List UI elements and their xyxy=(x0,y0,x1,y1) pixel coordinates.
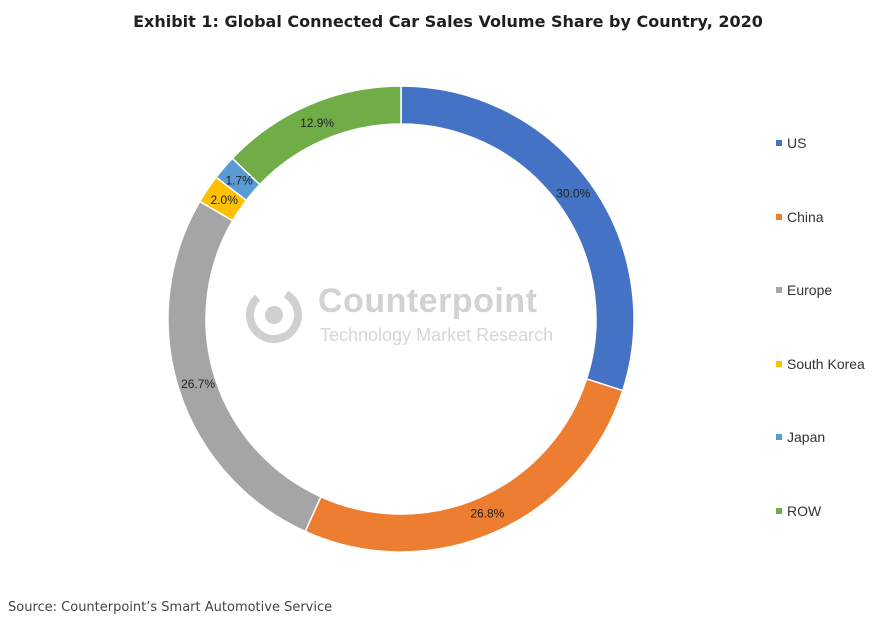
legend-swatch xyxy=(776,507,782,514)
segment-label-europe: 26.7% xyxy=(181,377,215,391)
legend-swatch xyxy=(776,360,782,367)
segment-label-row: 12.9% xyxy=(300,116,334,130)
donut-segments xyxy=(167,85,635,553)
source-note: Source: Counterpoint’s Smart Automotive … xyxy=(8,600,333,615)
chart-title: Exhibit 1: Global Connected Car Sales Vo… xyxy=(133,12,763,31)
legend-label: US xyxy=(787,135,807,151)
legend-swatch xyxy=(776,213,782,220)
segment-label-china: 26.8% xyxy=(470,507,504,521)
legend-swatch xyxy=(776,287,782,293)
segment-label-south-korea: 2.0% xyxy=(211,193,239,207)
watermark-brand: Counterpoint xyxy=(318,282,538,320)
segment-label-japan: 1.7% xyxy=(225,174,253,188)
legend-label: Europe xyxy=(787,282,833,298)
legend-item-south-korea: South Korea xyxy=(776,352,865,376)
legend-label: ROW xyxy=(787,502,822,519)
watermark-tagline: Technology Market Research xyxy=(320,325,554,345)
legend-swatch xyxy=(776,140,782,146)
legend-label: Japan xyxy=(787,429,826,445)
legend-item-china: China xyxy=(776,205,865,229)
legend-label: China xyxy=(787,208,824,225)
legend-item-japan: Japan xyxy=(776,425,865,449)
segment-label-us: 30.0% xyxy=(556,187,590,201)
segment-europe xyxy=(167,200,322,533)
segment-labels: 30.0% 26.8% 26.7% 2.0% 1.7% 12.9% xyxy=(181,116,590,520)
legend-item-us: US xyxy=(776,131,865,155)
legend-label: South Korea xyxy=(787,355,865,372)
legend-swatch xyxy=(776,434,782,440)
counterpoint-logo-icon xyxy=(244,285,304,350)
legend-item-row: ROW xyxy=(776,499,865,523)
legend-item-europe: Europe xyxy=(776,278,865,302)
chart-legend: US China Europe South Korea Japan ROW xyxy=(776,131,865,572)
segment-row xyxy=(231,85,402,186)
segment-china xyxy=(304,377,624,553)
